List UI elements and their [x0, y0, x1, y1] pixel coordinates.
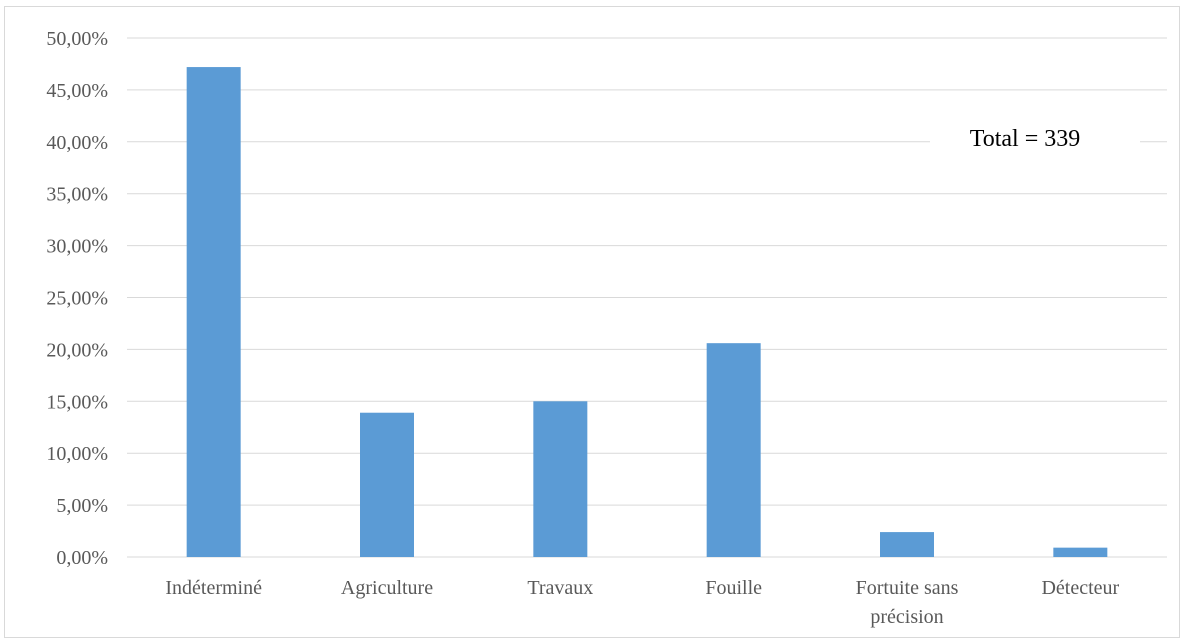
bar	[186, 67, 241, 558]
x-tick-label: Fortuite sans	[856, 577, 959, 599]
y-tick-label: 35,00%	[46, 184, 108, 206]
x-tick-label: Fouille	[705, 577, 762, 599]
x-tick-label: Détecteur	[1041, 577, 1119, 599]
bar	[706, 343, 761, 557]
x-tick-label: Travaux	[527, 577, 593, 599]
y-tick-label: 15,00%	[46, 391, 108, 413]
x-tick-label: Agriculture	[341, 577, 433, 599]
y-tick-label: 10,00%	[46, 443, 108, 465]
y-tick-label: 40,00%	[46, 132, 108, 154]
annotation-box	[930, 112, 1140, 164]
y-tick-label: 30,00%	[46, 236, 108, 258]
x-tick-label: Indéterminé	[165, 577, 262, 599]
y-tick-label: 5,00%	[56, 495, 108, 517]
x-tick-label: précision	[870, 606, 943, 628]
bar	[880, 532, 934, 557]
y-tick-label: 20,00%	[46, 339, 108, 361]
y-tick-label: 0,00%	[56, 547, 108, 569]
y-tick-label: 25,00%	[46, 288, 108, 310]
bar	[1053, 547, 1108, 557]
y-tick-label: 50,00%	[46, 28, 108, 50]
bar	[360, 412, 414, 557]
y-tick-label: 45,00%	[46, 80, 108, 102]
total-annotation: Total = 339	[970, 126, 1081, 152]
bar	[533, 401, 588, 557]
